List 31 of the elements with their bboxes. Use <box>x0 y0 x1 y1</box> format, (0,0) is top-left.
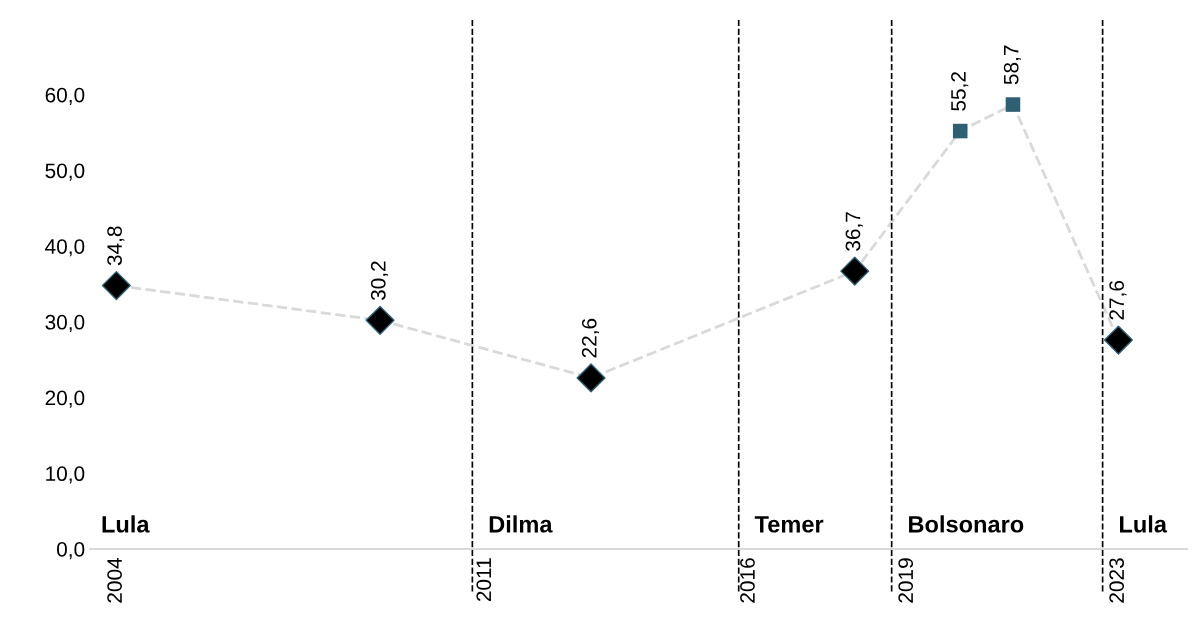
data-label: 34,8 <box>107 226 125 266</box>
annotation: Lula <box>102 515 150 533</box>
point <box>365 305 395 335</box>
ref-line-label: Dilma <box>489 515 553 533</box>
ref-line-label: Bolsonaro <box>909 515 1024 533</box>
point <box>1005 97 1021 112</box>
ref-line-label: Lula <box>1120 515 1168 533</box>
y-tick-label: 10,0 <box>46 466 85 484</box>
y-tick-label: 0,0 <box>56 542 85 560</box>
x-tick-label: 2011 <box>476 558 492 602</box>
y-tick-label: 50,0 <box>45 163 85 181</box>
data-label: 36,7 <box>845 212 863 251</box>
data-label: 58,7 <box>1003 45 1022 85</box>
data-label: 27,6 <box>1109 280 1127 320</box>
x-tick-label: 2004 <box>107 557 122 603</box>
y-tick-label: 30,0 <box>45 314 85 333</box>
y-tick-label: 60,0 <box>45 87 85 105</box>
x-tick-label: 2023 <box>1109 558 1125 603</box>
ref-line-label: Temer <box>754 516 824 533</box>
point <box>840 256 870 286</box>
point <box>576 363 606 393</box>
data-label: 30,2 <box>370 261 389 301</box>
y-tick-label: 20,0 <box>45 390 85 408</box>
point <box>1103 325 1134 355</box>
point <box>101 270 131 301</box>
x-tick-label: 2016 <box>740 558 755 603</box>
data-label: 55,2 <box>951 72 969 111</box>
y-tick-label: 40,0 <box>45 239 85 257</box>
x-tick-label: 2019 <box>898 558 914 603</box>
data-label: 22,6 <box>581 318 600 358</box>
point <box>952 123 968 139</box>
